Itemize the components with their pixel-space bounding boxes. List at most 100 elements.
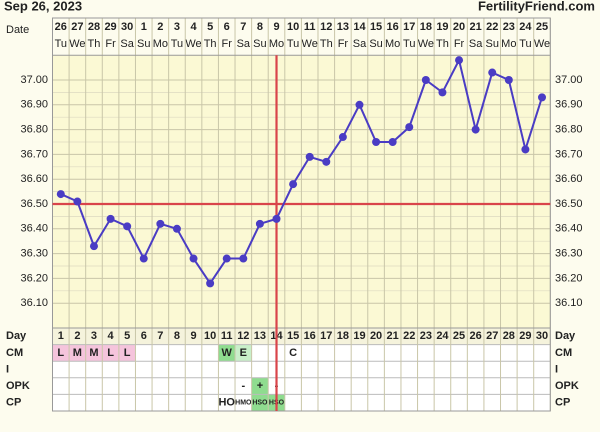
y-tick-label: 36.20 [20,272,48,284]
weekday-label: Tu [55,38,67,50]
date-label: 14 [353,21,366,33]
date-label: 20 [453,21,465,33]
date-label: 2 [157,21,163,33]
temperature-point [521,145,530,154]
cycle-day: 30 [536,330,548,342]
row-label: CM [6,347,23,359]
y-tick-label-right: 36.20 [555,272,583,284]
cycle-day: 23 [420,330,432,342]
weekday-label: Tu [519,38,531,50]
temperature-point [455,56,464,65]
cycle-day: 19 [353,330,365,342]
temperature-point [189,254,198,263]
temperature-point [322,157,331,166]
y-tick-label: 36.30 [20,248,48,260]
weekday-label: Th [320,38,333,50]
cycle-day: 24 [436,330,449,342]
table-cell [118,344,136,362]
weekday-label: We [302,38,318,50]
temperature-point [272,214,281,223]
table-cell-text: M [89,347,98,359]
row-label: OPK [6,380,30,392]
cycle-day: 29 [519,330,531,342]
cycle-day: 16 [304,330,316,342]
row-label-right: CM [555,347,572,359]
weekday-label: Sa [120,38,134,50]
date-label: 25 [536,21,548,33]
temperature-point [222,254,231,263]
date-label: 28 [88,21,100,33]
temperature-point [156,219,165,228]
y-tick-label: 36.90 [20,99,48,111]
day-row-label: Day [6,330,27,342]
temperature-point [255,219,264,228]
date-label: Date [6,24,29,36]
y-tick-label-right: 36.50 [555,198,583,210]
table-cell-text: HMO [235,400,252,407]
table-cell-text: + [257,380,263,392]
cycle-day: 5 [124,330,130,342]
date-label: 8 [257,21,263,33]
date-label: 4 [190,21,197,33]
weekday-label: We [418,38,434,50]
date-label: 24 [519,21,532,33]
date-label: 23 [503,21,515,33]
date-label: 17 [403,21,415,33]
y-tick-label: 36.80 [20,124,48,136]
cycle-day: 13 [254,330,266,342]
cycle-day: 21 [387,330,399,342]
temperature-point [372,138,381,146]
chart-date: Sep 26, 2023 [4,0,82,13]
cycle-day: 9 [190,330,196,342]
y-tick-label: 37.00 [20,74,48,86]
y-tick-label-right: 37.00 [555,74,583,86]
date-label: 30 [121,21,133,33]
temperature-line [60,57,543,286]
temperature-point [355,100,364,109]
y-tick-label-right: 36.70 [555,148,583,160]
date-label: 15 [370,21,382,33]
date-label: 9 [273,21,279,33]
date-label: 7 [240,21,246,33]
day-row-label-right: Day [555,330,576,342]
table-cell [69,344,86,362]
weekday-label: Sa [237,38,251,50]
weekday-label: Mo [501,38,516,50]
cycle-day: 4 [108,330,115,342]
temperature-point [289,180,298,189]
temperature-point [538,93,547,102]
table-cell-text: E [240,347,247,359]
date-label: 19 [436,21,448,33]
temperature-point [388,138,397,146]
table-cell [235,394,252,411]
table-cell [235,344,252,362]
weekday-label: Mo [269,38,284,50]
temperature-point [421,76,430,84]
table-cell [52,344,70,362]
y-tick-label-right: 36.80 [555,124,583,136]
table-cell [251,377,269,395]
cycle-day: 8 [174,330,180,342]
cycle-day: 25 [453,330,465,342]
frame [52,17,551,412]
y-tick-label-right: 36.60 [555,173,583,185]
temperature-point [206,279,215,288]
cycle-day: 12 [237,330,249,342]
table-cell-text: L [57,347,64,359]
temperature-point [172,224,181,233]
weekday-label: Tu [403,38,415,50]
temperature-point [338,133,347,142]
cycle-day: 6 [141,330,147,342]
cycle-day: 22 [403,330,415,342]
temperature-point [73,197,82,206]
date-label: 13 [337,21,349,33]
table-cell [235,377,252,395]
weekday-label: Mo [153,38,168,50]
row-label: CP [6,397,21,409]
cycle-day: 1 [58,330,64,342]
y-tick-label: 36.40 [20,223,48,235]
y-tick-label-right: 36.30 [555,248,583,260]
cycle-day: 20 [370,330,382,342]
date-label: 22 [486,21,498,33]
weekday-label: We [185,38,201,50]
